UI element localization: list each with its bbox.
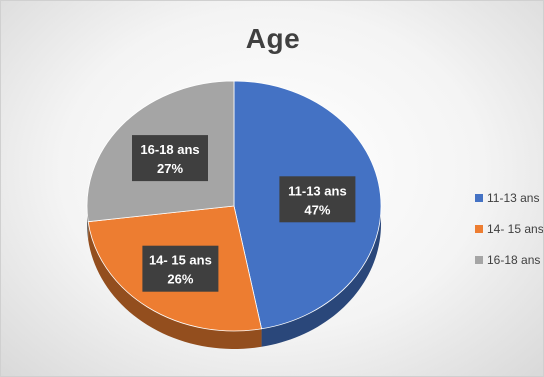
data-label-16-18-ans: 16-18 ans 27% (132, 135, 208, 182)
legend-item-14-15: 14- 15 ans (475, 221, 544, 237)
data-label-value: 27% (157, 161, 183, 176)
data-label-category: 14- 15 ans (149, 253, 212, 268)
pie-side-14-15-ans (88, 221, 262, 349)
legend-label-16-18: 16-18 ans (487, 253, 541, 267)
data-label-box (132, 135, 208, 182)
legend-label-11-13: 11-13 ans (487, 191, 540, 205)
data-label-11-13-ans: 11-13 ans 47% (279, 176, 356, 223)
data-label-box (279, 176, 356, 223)
data-labels: 11-13 ans 47% 14- 15 ans 26% 16-18 ans 27% (132, 135, 356, 292)
data-label-value: 26% (167, 272, 193, 287)
chart-title: Age (245, 23, 301, 54)
legend: 11-13 ans 14- 15 ans 16-18 ans (475, 190, 544, 283)
legend-swatch-11-13 (475, 194, 483, 202)
legend-swatch-14-15 (475, 225, 483, 233)
data-label-category: 16-18 ans (140, 142, 199, 157)
legend-label-14-15: 14- 15 ans (487, 222, 544, 236)
legend-item-11-13: 11-13 ans (475, 190, 543, 206)
data-label-value: 47% (304, 202, 330, 217)
legend-item-16-18: 16-18 ans (475, 252, 543, 268)
data-label-box (142, 245, 219, 292)
data-label-14-15-ans: 14- 15 ans 26% (142, 245, 219, 292)
legend-swatch-16-18 (475, 256, 483, 264)
pie-side-11-13-ans (261, 206, 381, 347)
data-label-category: 11-13 ans (288, 183, 347, 198)
